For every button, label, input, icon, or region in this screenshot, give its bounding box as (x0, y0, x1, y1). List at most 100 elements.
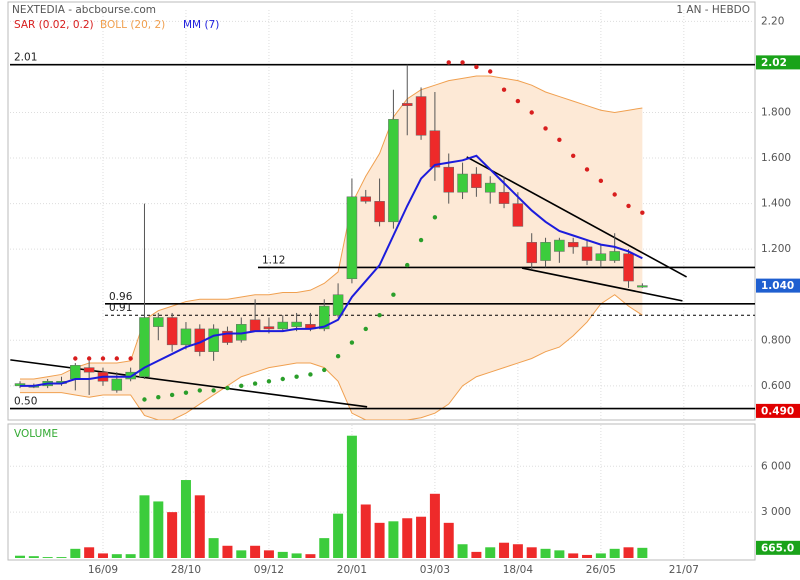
sar-dot (280, 376, 285, 382)
sar-dot (529, 110, 534, 115)
volume-bar (208, 538, 219, 558)
volume-bar (194, 495, 205, 558)
volume-bar (84, 547, 95, 558)
level-label: 0.91 (109, 302, 132, 314)
sar-dot (363, 326, 368, 332)
candle-body (180, 328, 192, 346)
volume-bar (319, 538, 330, 558)
candle-body (484, 182, 496, 193)
trendline (521, 267, 683, 302)
y-tick-label: 0.600 (761, 380, 791, 392)
y-tick-label: 1.800 (761, 107, 791, 119)
candle-body (346, 196, 358, 280)
volume-bar (388, 521, 399, 558)
candle-body (567, 242, 579, 248)
sar-dot (294, 374, 299, 379)
y-tick-label: 2.20 (761, 15, 784, 27)
candle-body (609, 251, 620, 261)
sar-dot (598, 178, 604, 184)
candle-body (70, 365, 81, 380)
y-tick-label: 0.800 (761, 334, 791, 346)
candle-body (471, 173, 482, 188)
volume-bar (277, 551, 288, 558)
sar-dot (225, 385, 230, 391)
candle-body (153, 317, 164, 327)
candle-body (83, 367, 95, 373)
volume-bar (42, 557, 53, 558)
x-tick-label: 20/01 (337, 564, 367, 576)
sar-dot (391, 292, 396, 297)
price-tag-label: 1.040 (761, 280, 794, 292)
sar-dot (405, 262, 410, 268)
x-tick-label: 03/03 (420, 564, 450, 576)
sar-dot (86, 356, 92, 361)
volume-bar (70, 548, 81, 558)
sar-dot (432, 215, 438, 220)
volume-bar (97, 553, 108, 558)
x-tick-label: 21/07 (669, 564, 699, 576)
moving-average (20, 154, 643, 387)
volume-bar (609, 548, 620, 558)
volume-bar (512, 544, 523, 558)
sar-dot (211, 388, 216, 393)
sar-dot (252, 381, 258, 386)
candle-body (139, 317, 150, 377)
candle-body (457, 173, 468, 193)
sar-dot (128, 356, 133, 361)
candle-body (166, 317, 178, 346)
volume-bar (637, 547, 648, 558)
volume-bar (291, 553, 302, 558)
volume-bar (568, 553, 579, 558)
y-tick-label: 6 000 (761, 460, 791, 472)
volume-bar (360, 504, 371, 558)
sar-dot (543, 126, 548, 131)
sar-dot (156, 395, 161, 400)
volume-bar (595, 553, 606, 558)
y-tick-label: 1.400 (761, 198, 791, 210)
sar-dot (197, 388, 202, 393)
chart-title: NEXTEDIA - abcbourse.com (12, 4, 156, 16)
volume-bar (526, 547, 537, 558)
candle-body (263, 326, 275, 330)
sar-dot (377, 313, 382, 318)
candle-body (222, 330, 233, 343)
volume-bar (443, 522, 454, 558)
volume-bar (499, 542, 510, 558)
sar-dot (584, 167, 590, 172)
price-tag (756, 278, 800, 293)
sar-dot (640, 210, 645, 215)
candle-body (319, 305, 330, 330)
x-tick-label: 26/05 (586, 564, 616, 576)
candle-body (374, 201, 385, 223)
candle-body (291, 321, 302, 327)
volume-bar (125, 554, 136, 558)
candle-body (429, 130, 441, 168)
x-tick-label: 09/12 (254, 564, 284, 576)
level-label: 2.01 (14, 52, 37, 64)
candle-body (526, 242, 537, 264)
sar-dot (515, 98, 521, 104)
candle-body (498, 191, 510, 204)
candle-body (540, 242, 551, 261)
candle-body (249, 319, 261, 332)
trendline (466, 156, 687, 278)
volume-bar (623, 547, 634, 558)
volume-panel (7, 423, 756, 561)
level-label: 0.96 (109, 291, 133, 303)
sar-dot (183, 390, 189, 395)
volume-bar (582, 554, 593, 558)
bollinger-lower (20, 294, 643, 420)
price-tag-label: 665.0 (761, 542, 794, 554)
sar-dot (322, 367, 327, 373)
volume-bar (540, 548, 551, 558)
sar-dot (488, 69, 493, 74)
volume-bar (236, 550, 247, 558)
volume-bar (28, 556, 39, 558)
candle-body (401, 103, 413, 106)
price-tag (756, 55, 800, 70)
volume-bar (56, 557, 67, 558)
volume-bar (333, 513, 344, 558)
volume-bar (485, 547, 496, 558)
sar-dot (501, 87, 507, 92)
